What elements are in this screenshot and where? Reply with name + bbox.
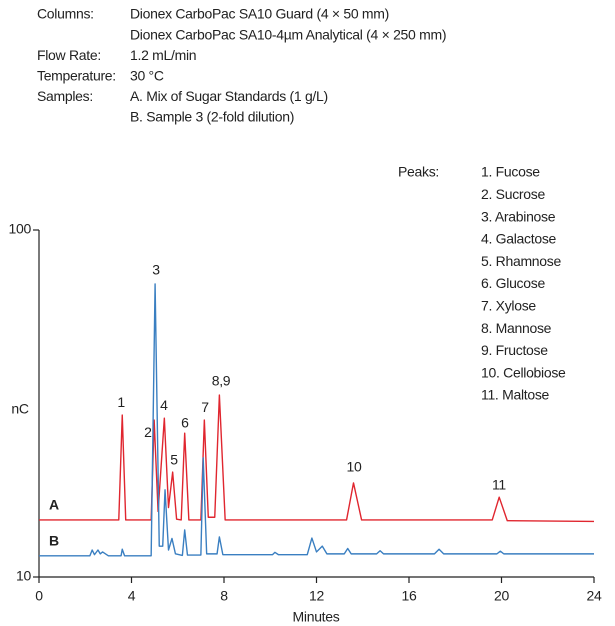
peak-label: 10: [346, 459, 361, 475]
peaks-title: Peaks:: [398, 164, 439, 180]
peak-label: 6: [181, 415, 189, 431]
peak-label: 8,9: [212, 373, 231, 389]
condition-label: Samples:: [37, 88, 93, 104]
peak-name: 1. Fucose: [481, 164, 540, 180]
peak-name: 8. Mannose: [481, 320, 552, 336]
peak-name: 2. Sucrose: [481, 186, 545, 202]
x-tick-label: 24: [587, 588, 602, 604]
condition-value: A. Mix of Sugar Standards (1 g/L): [130, 88, 328, 104]
peak-label: 3: [152, 262, 160, 278]
condition-label: Temperature:: [37, 68, 116, 84]
x-axis-label: Minutes: [293, 609, 340, 625]
peak-name: 9. Fructose: [481, 342, 548, 358]
condition-value: B. Sample 3 (2-fold dilution): [130, 109, 294, 125]
condition-value: 1.2 mL/min: [130, 47, 196, 63]
peak-name: 10. Cellobiose: [481, 364, 566, 380]
peak-label: 7: [201, 399, 209, 415]
peak-label: 5: [170, 452, 178, 468]
peak-name: 3. Arabinose: [481, 208, 556, 224]
peak-label: 2: [144, 424, 152, 440]
x-tick-label: 20: [494, 588, 509, 604]
peak-name: 6. Glucose: [481, 275, 545, 291]
x-tick-label: 12: [309, 588, 324, 604]
condition-value: Dionex CarboPac SA10-4µm Analytical (4 ×…: [130, 26, 446, 42]
x-tick-label: 16: [402, 588, 417, 604]
trace: [39, 394, 595, 523]
peak-label: 11: [492, 477, 506, 493]
condition-label: Columns:: [37, 6, 94, 22]
trace-name: B: [49, 532, 59, 548]
peak-name: 11. Maltose: [481, 387, 550, 403]
peak-name: 4. Galactose: [481, 231, 557, 247]
condition-value: 30 °C: [130, 68, 164, 84]
condition-value: Dionex CarboPac SA10 Guard (4 × 50 mm): [130, 6, 389, 22]
y-tick-label: 10: [16, 568, 31, 584]
trace-name: A: [49, 497, 59, 513]
x-tick-label: 0: [35, 588, 43, 604]
x-tick-label: 8: [220, 588, 228, 604]
peak-label: 1: [117, 394, 125, 410]
peak-name: 7. Xylose: [481, 298, 536, 314]
y-tick-label: 100: [9, 221, 32, 237]
y-axis-label: nC: [11, 401, 28, 417]
peak-label: 4: [160, 397, 168, 413]
trace: [39, 283, 594, 557]
condition-label: Flow Rate:: [37, 47, 101, 63]
x-tick-label: 4: [128, 588, 136, 604]
peak-name: 5. Rhamnose: [481, 253, 561, 269]
